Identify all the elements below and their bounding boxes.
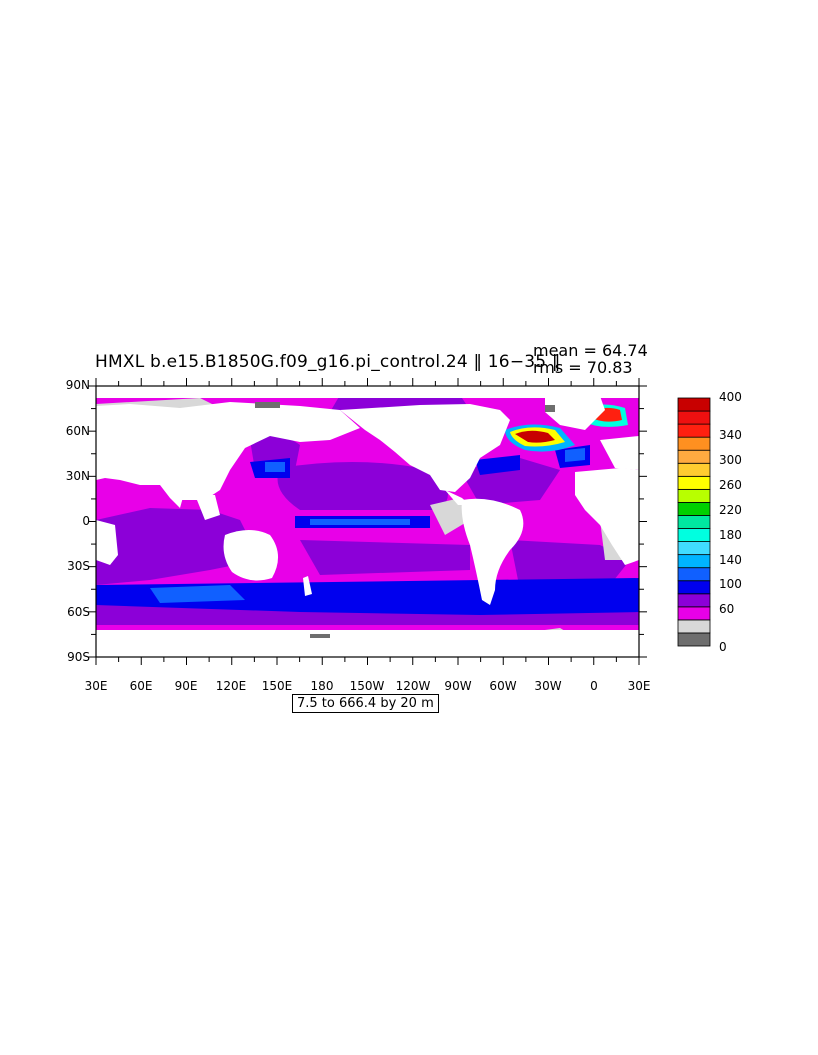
plot-title: HMXL b.e15.B1850G.f09_g16.pi_control.24 … [95,352,561,372]
colorbar-label-300: 300 [719,453,742,467]
colorbar-label-140: 140 [719,553,742,567]
y-label-90s: 90S [67,650,90,664]
colorbar-label-260: 260 [719,478,742,492]
colorbar-swatch [677,567,711,582]
x-label-90w: 90W [444,679,472,693]
colorbar-label-220: 220 [719,503,742,517]
midblue-regions [150,448,585,603]
dark-coast [255,402,555,638]
colorbar-label-180: 180 [719,528,742,542]
colorbar-swatch [677,515,711,529]
colorbar-swatch [677,541,711,556]
axis-ticks [88,378,647,665]
x-label-120w: 120W [395,679,431,693]
colorbar-swatch [677,475,711,490]
colorbar-swatch [677,423,711,438]
y-label-90n: 90N [65,378,90,392]
colorbar-swatch [677,449,711,464]
colorbar-swatch [677,554,711,569]
y-label-0: 0 [82,514,90,528]
field-layer [96,386,639,657]
colorbar-swatch [677,436,711,451]
x-label-90e: 90E [174,679,198,693]
x-label-150e: 150E [261,679,293,693]
colorbar-swatch [677,593,711,608]
colorbar [677,397,711,647]
colorbar-label-340: 340 [719,428,742,442]
colorbar-label-60: 60 [719,602,735,616]
colorbar-swatch [677,619,711,634]
mean-value: mean = 64.74 [533,341,648,360]
y-label-60s: 60S [67,605,90,619]
colorbar-swatch [677,462,711,477]
colorbar-swatch [677,528,711,542]
colorbar-label-0: 0 [719,640,727,654]
x-label-30w: 30W [534,679,562,693]
x-label-150w: 150W [349,679,385,693]
colorbar-swatch [677,580,711,595]
colorbar-swatch [677,632,711,647]
colorbar-swatch [677,488,711,503]
land [96,386,639,657]
colorbar-swatch [677,502,711,516]
x-label-60e: 60E [129,679,153,693]
x-label-60w: 60W [489,679,517,693]
x-label-180: 180 [310,679,334,693]
colorbar-label-400: 400 [719,390,742,404]
y-label-60n: 60N [65,424,90,438]
colorbar-swatch [677,397,711,412]
y-label-30s: 30S [67,559,90,573]
x-label-0: 0 [590,679,598,693]
x-label-30e-right: 30E [627,679,651,693]
colorbar-swatch [677,410,711,425]
y-label-30n: 30N [65,469,90,483]
x-label-120e: 120E [215,679,247,693]
contour-info-box: 7.5 to 666.4 by 20 m [292,694,439,713]
colorbar-swatch [677,606,711,621]
rms-value: rms = 70.83 [533,358,633,377]
colorbar-label-100: 100 [719,577,742,591]
x-label-30e: 30E [84,679,108,693]
